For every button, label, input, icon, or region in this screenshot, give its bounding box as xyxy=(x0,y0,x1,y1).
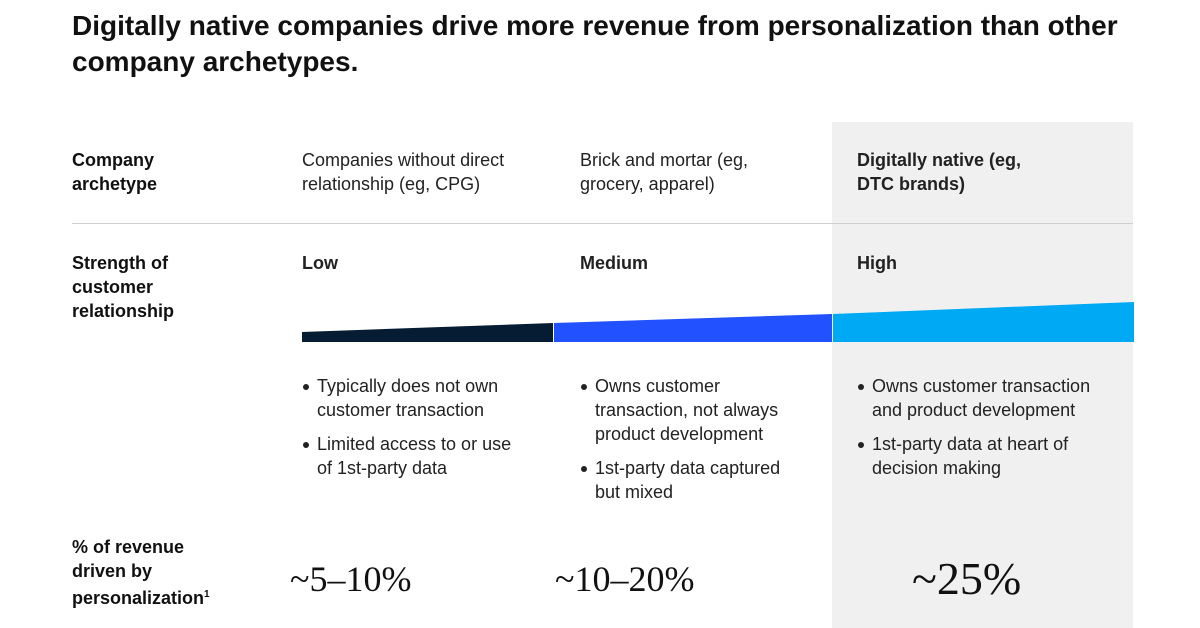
bullet: 1st-party data captured but mixed xyxy=(580,456,795,504)
bullets: Typically does not own customer transact… xyxy=(302,374,517,490)
bullets: Owns customer transaction and product de… xyxy=(857,374,1122,490)
footnote-marker: 1 xyxy=(204,589,210,600)
revenue-value: ~25% xyxy=(912,553,1022,604)
bullet: Limited access to or use of 1st-party da… xyxy=(302,432,517,480)
strength: Medium xyxy=(580,253,649,273)
wedge-low xyxy=(302,323,553,342)
strength: Low xyxy=(302,253,338,273)
title: Digitally native companies drive more re… xyxy=(72,10,1118,77)
bullet: Typically does not own customer transact… xyxy=(302,374,517,422)
highlight-column xyxy=(832,122,1133,628)
archetype: Companies without direct relationship (e… xyxy=(302,150,505,194)
bullet: Owns customer transaction and product de… xyxy=(857,374,1122,422)
revenue-value: ~5–10% xyxy=(290,559,412,599)
bullets: Owns customer transaction, not always pr… xyxy=(580,374,795,514)
revenue-value: ~10–20% xyxy=(555,559,695,599)
bullet: 1st-party data at heart of decision maki… xyxy=(857,432,1122,480)
bullet-text: Owns customer transaction and product de… xyxy=(872,376,1091,420)
archetype: Digitally native (eg, DTC brands) xyxy=(857,150,1022,194)
row-label: Company archetype xyxy=(72,150,158,194)
bullet: Owns customer transaction, not always pr… xyxy=(580,374,795,446)
bullet-text: Limited access to or use of 1st-party da… xyxy=(317,434,512,478)
divider xyxy=(72,223,1133,224)
bullet-text: 1st-party data captured but mixed xyxy=(595,458,781,502)
wedge-medium xyxy=(554,314,832,342)
row-label: % of revenue driven by personalization1 xyxy=(72,535,222,610)
archetype: Brick and mortar (eg, grocery, apparel) xyxy=(580,150,749,194)
bullet-text: 1st-party data at heart of decision maki… xyxy=(872,434,1069,478)
bullet-text: Typically does not own customer transact… xyxy=(317,376,499,420)
row-label-text: % of revenue driven by personalization xyxy=(72,537,205,608)
bullet-text: Owns customer transaction, not always pr… xyxy=(595,376,779,444)
strength: High xyxy=(857,253,897,273)
row-label: Strength of customer relationship xyxy=(72,253,175,321)
